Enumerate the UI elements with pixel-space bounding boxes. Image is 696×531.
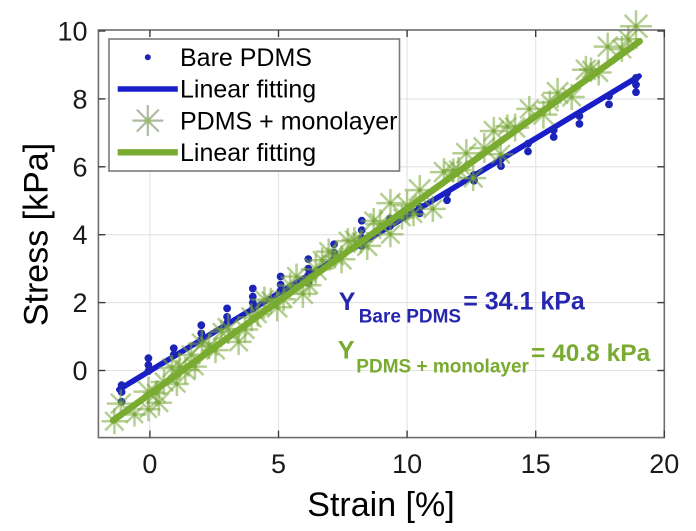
svg-text:Y: Y [339,288,356,316]
svg-text:PDMS + monolayer: PDMS + monolayer [356,357,529,378]
svg-text:6: 6 [72,152,87,182]
svg-text:0: 0 [72,356,87,386]
svg-text:15: 15 [521,449,551,479]
svg-text:Stress [kPa]: Stress [kPa] [18,143,56,326]
svg-text:Linear fitting: Linear fitting [180,139,316,167]
svg-text:4: 4 [72,220,87,250]
svg-text:PDMS + monolayer: PDMS + monolayer [180,107,397,135]
svg-text:Strain [%]: Strain [%] [307,486,454,524]
svg-text:10: 10 [57,17,87,47]
svg-text:2: 2 [72,288,87,318]
svg-text:8: 8 [72,84,87,114]
svg-text:10: 10 [392,449,422,479]
svg-text:Bare PDMS: Bare PDMS [180,44,312,72]
svg-text:20: 20 [649,449,679,479]
svg-text:Linear fitting: Linear fitting [180,76,316,104]
svg-text:= 40.8 kPa: = 40.8 kPa [531,340,651,367]
svg-text:5: 5 [271,449,286,479]
svg-text:= 34.1 kPa: = 34.1 kPa [463,288,586,316]
svg-text:Y: Y [338,337,355,365]
svg-text:Bare PDMS: Bare PDMS [359,307,461,328]
svg-text:0: 0 [142,449,157,479]
